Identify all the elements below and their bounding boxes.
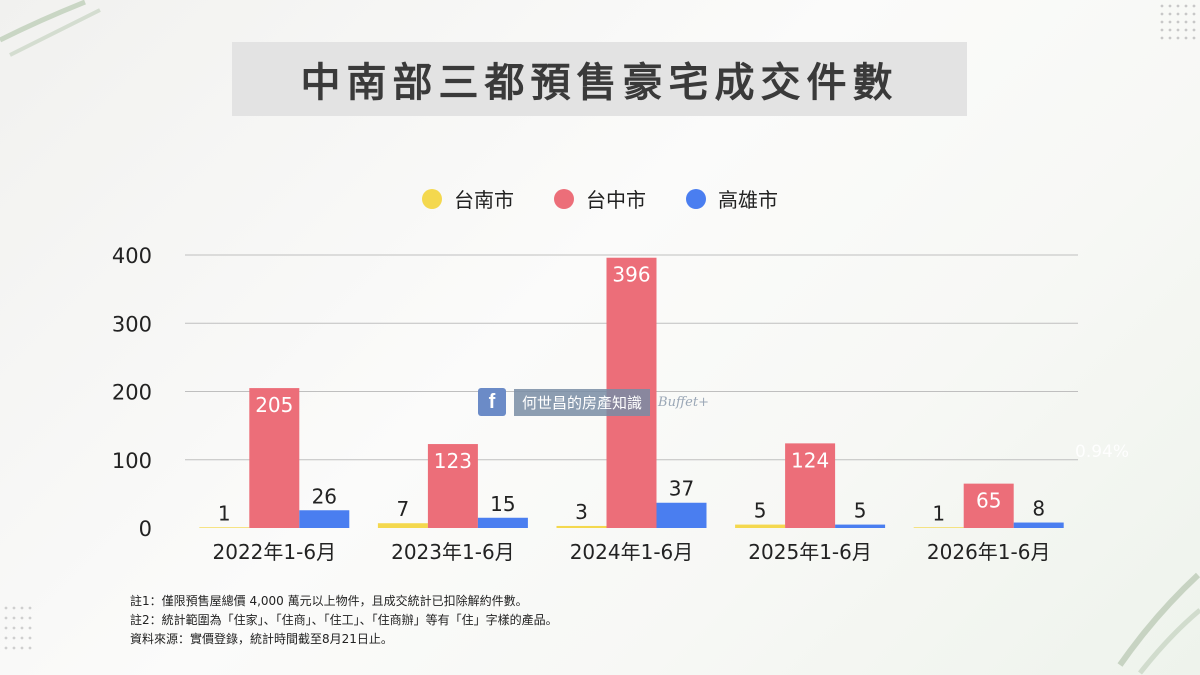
footnote-source: 資料來源：實價登錄，統計時間截至8月21日止。 (130, 632, 393, 646)
bar-0-1 (377, 523, 428, 528)
legend-item-kaohsiung: 高雄市 (686, 184, 778, 213)
chart-title: 中南部三都預售豪宅成交件數 (300, 60, 899, 106)
x-category-label: 2023年1-6月 (391, 540, 515, 564)
ghost-text: 0.94% (1075, 442, 1130, 462)
dotted-pattern-decoration-bottom-left (4, 606, 32, 650)
bar-0-2 (556, 525, 607, 528)
legend-item-taichung: 台中市 (554, 184, 646, 213)
facebook-icon: f (478, 388, 506, 416)
x-category-label: 2024年1-6月 (570, 540, 694, 564)
brush-stroke-decoration-top-left (0, 0, 101, 57)
bar-1-1 (427, 444, 478, 528)
y-tick-label: 100 (112, 449, 152, 473)
bar-0-3 (735, 524, 786, 528)
bar-1-3 (785, 443, 836, 528)
data-label: 1 (932, 501, 945, 525)
data-label: 5 (754, 499, 767, 523)
legend-swatch-kaohsiung (686, 188, 706, 209)
bar-2-4 (1013, 522, 1064, 528)
legend-swatch-tainan (422, 188, 442, 209)
data-label: 123 (434, 449, 472, 473)
footnote-1: 註1：僅限預售屋總價 4,000 萬元以上物件，且成交統計已扣除解約件數。 (130, 594, 528, 608)
bar-0-0 (199, 527, 250, 528)
legend-label-taichung: 台中市 (586, 188, 646, 212)
y-tick-label: 400 (112, 244, 152, 268)
bar-2-1 (477, 517, 528, 528)
legend-item-tainan: 台南市 (422, 184, 514, 213)
data-label: 7 (397, 497, 410, 521)
chart-legend: 台南市 台中市 高雄市 (0, 184, 1200, 213)
title-box: 中南部三都預售豪宅成交件數 (232, 42, 967, 116)
legend-label-kaohsiung: 高雄市 (718, 188, 778, 212)
legend-label-tainan: 台南市 (454, 188, 514, 212)
data-label: 3 (575, 500, 588, 524)
y-tick-label: 0 (139, 517, 152, 541)
data-label: 8 (1032, 497, 1045, 521)
dotted-pattern-decoration-top-right (1160, 4, 1196, 40)
data-label: 37 (669, 477, 694, 501)
bar-2-2 (656, 502, 707, 528)
data-label: 5 (854, 499, 867, 523)
brush-stroke-decoration-bottom-right (1117, 572, 1200, 675)
data-label: 205 (255, 393, 293, 417)
y-tick-label: 300 (112, 312, 152, 336)
watermark-text: 何世昌的房產知識 (514, 388, 651, 416)
legend-swatch-taichung (554, 188, 574, 209)
bar-2-3 (835, 524, 886, 528)
x-category-label: 2022年1-6月 (213, 540, 337, 564)
watermark-brand: Buffet+ (658, 394, 709, 410)
bar-2-0 (299, 510, 350, 528)
data-label: 124 (791, 448, 829, 472)
footnote-2: 註2：統計範圍為「住家」、「住商」、「住工」、「住商辦」等有「住」字樣的產品。 (130, 613, 558, 627)
bar-1-0 (249, 388, 300, 528)
y-tick-label: 200 (112, 381, 152, 405)
data-label: 65 (976, 489, 1001, 513)
data-label: 26 (312, 484, 337, 508)
footnotes: 註1：僅限預售屋總價 4,000 萬元以上物件，且成交統計已扣除解約件數。 註2… (130, 592, 558, 649)
bar-1-4 (963, 483, 1014, 528)
data-label: 1 (218, 501, 231, 525)
x-category-label: 2025年1-6月 (748, 540, 872, 564)
watermark: f 何世昌的房產知識 Buffet+ (478, 388, 709, 416)
x-category-label: 2026年1-6月 (927, 540, 1051, 564)
data-label: 15 (490, 492, 515, 516)
bar-0-4 (913, 527, 964, 528)
data-label: 396 (612, 263, 650, 287)
